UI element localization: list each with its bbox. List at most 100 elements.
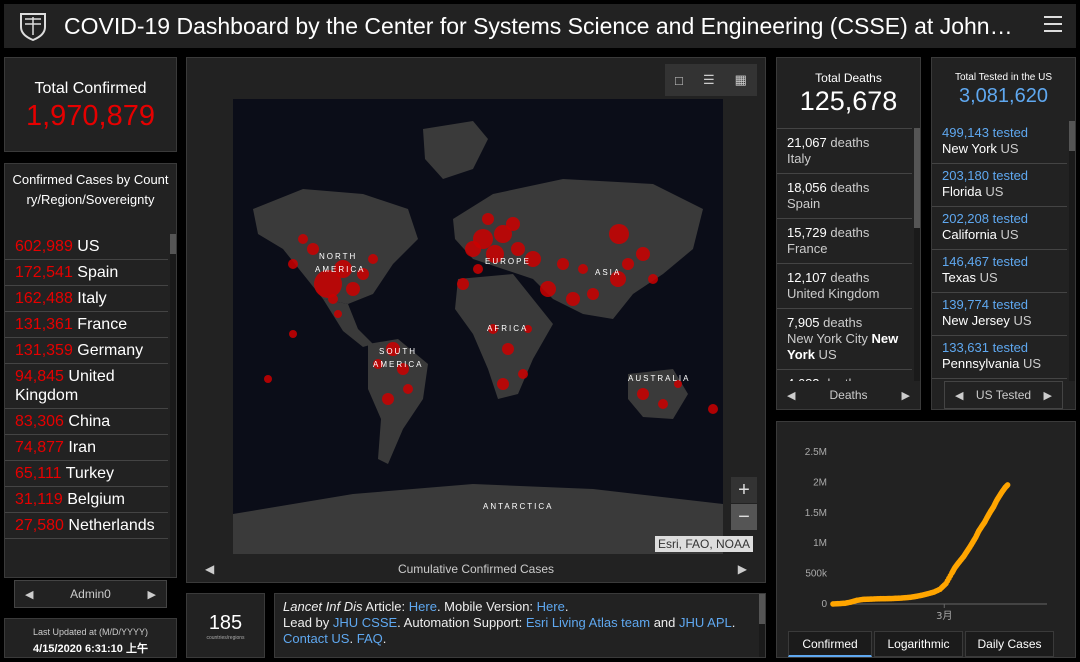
prev-arrow-icon[interactable]: ◀ bbox=[955, 389, 964, 402]
case-bubble[interactable] bbox=[525, 251, 541, 267]
country-list-item[interactable]: 83,306 China bbox=[5, 409, 168, 435]
world-map[interactable]: NORTH AMERICA EUROPE ASIA AFRICA SOUTH A… bbox=[233, 99, 723, 554]
deaths-list-item[interactable]: 12,107 deaths United Kingdom bbox=[777, 264, 912, 309]
tab-logarithmic[interactable]: Logarithmic bbox=[874, 631, 963, 657]
case-bubble[interactable] bbox=[386, 342, 400, 356]
case-bubble[interactable] bbox=[334, 260, 352, 278]
hamburger-menu-icon[interactable] bbox=[1044, 16, 1062, 32]
country-list[interactable]: 602,989 US 172,541 Spain 162,488 Italy 131,… bbox=[5, 234, 168, 577]
case-bubble[interactable] bbox=[674, 380, 682, 388]
case-bubble[interactable] bbox=[264, 375, 272, 383]
tested-list-item[interactable]: 146,467 tested Texas US bbox=[932, 250, 1067, 293]
case-bubble[interactable] bbox=[494, 225, 512, 243]
case-bubble[interactable] bbox=[298, 234, 308, 244]
country-list-scrollbar[interactable] bbox=[170, 234, 176, 577]
case-bubble[interactable] bbox=[609, 224, 629, 244]
tab-confirmed[interactable]: Confirmed bbox=[788, 631, 872, 657]
case-bubble[interactable] bbox=[457, 278, 469, 290]
prev-arrow-icon[interactable]: ◀ bbox=[205, 562, 215, 576]
case-bubble[interactable] bbox=[506, 217, 520, 231]
prev-arrow-icon[interactable]: ◀ bbox=[787, 389, 796, 402]
country-list-item[interactable]: 131,361 France bbox=[5, 312, 168, 338]
faq-link[interactable]: FAQ bbox=[356, 631, 383, 646]
tested-list-item[interactable]: 202,208 tested California US bbox=[932, 207, 1067, 250]
case-bubble[interactable] bbox=[346, 282, 360, 296]
prev-arrow-icon[interactable]: ◀ bbox=[25, 588, 34, 601]
list-icon[interactable]: ☰ bbox=[702, 72, 715, 87]
contact-us-link[interactable]: Contact US bbox=[283, 631, 350, 646]
country-list-nav-label[interactable]: Admin0 bbox=[70, 587, 111, 601]
tested-list-item[interactable]: 203,180 tested Florida US bbox=[932, 164, 1067, 207]
country-list-item[interactable]: 27,580 Netherlands bbox=[5, 513, 168, 539]
country-list-item[interactable]: 602,989 US bbox=[5, 234, 168, 260]
esri-living-atlas-link[interactable]: Esri Living Atlas team bbox=[525, 615, 651, 630]
country-list-item[interactable]: 172,541 Spain bbox=[5, 260, 168, 286]
case-bubble[interactable] bbox=[557, 258, 569, 270]
case-bubble[interactable] bbox=[382, 393, 394, 405]
case-bubble[interactable] bbox=[357, 268, 369, 280]
tested-scrollbar[interactable] bbox=[1069, 121, 1075, 381]
case-bubble[interactable] bbox=[502, 343, 514, 355]
qr-code-icon[interactable]: ▦ bbox=[734, 72, 747, 87]
deaths-list-item[interactable]: 21,067 deaths Italy bbox=[777, 129, 912, 174]
bookmark-icon[interactable]: □ bbox=[675, 72, 683, 88]
case-bubble[interactable] bbox=[334, 310, 342, 318]
tab-daily-cases[interactable]: Daily Cases bbox=[965, 631, 1054, 657]
article-link[interactable]: Here bbox=[408, 599, 437, 614]
case-bubble[interactable] bbox=[403, 384, 413, 394]
next-arrow-icon[interactable]: ▶ bbox=[1043, 389, 1052, 402]
mobile-version-link[interactable]: Here bbox=[536, 599, 565, 614]
country-list-item[interactable]: 94,845 United Kingdom bbox=[5, 364, 168, 409]
deaths-list-item[interactable]: 7,905 deaths New York City New York US bbox=[777, 309, 912, 370]
country-list-item[interactable]: 74,877 Iran bbox=[5, 435, 168, 461]
case-bubble[interactable] bbox=[486, 245, 504, 263]
tested-nav-label[interactable]: US Tested bbox=[975, 388, 1032, 402]
deaths-list-item[interactable]: 4,683 deaths bbox=[777, 370, 912, 383]
case-bubble[interactable] bbox=[524, 325, 532, 333]
case-bubble[interactable] bbox=[314, 270, 342, 298]
next-arrow-icon[interactable]: ▶ bbox=[901, 389, 910, 402]
country-list-item[interactable]: 162,488 Italy bbox=[5, 286, 168, 312]
case-bubble[interactable] bbox=[518, 369, 528, 379]
case-bubble[interactable] bbox=[288, 259, 298, 269]
deaths-nav-label[interactable]: Deaths bbox=[829, 388, 868, 402]
tested-list-item[interactable]: 499,143 tested New York US bbox=[932, 121, 1067, 164]
case-bubble[interactable] bbox=[636, 247, 650, 261]
country-list-item[interactable]: 131,359 Germany bbox=[5, 338, 168, 364]
case-bubble[interactable] bbox=[368, 254, 378, 264]
tested-list[interactable]: 499,143 tested New York US 203,180 tested F… bbox=[932, 121, 1067, 379]
country-list-item[interactable]: 65,111 Turkey bbox=[5, 461, 168, 487]
case-bubble[interactable] bbox=[566, 292, 580, 306]
country-list-item[interactable]: 31,119 Belgium bbox=[5, 487, 168, 513]
case-bubble[interactable] bbox=[328, 294, 338, 304]
case-bubble[interactable] bbox=[307, 243, 319, 255]
info-scrollbar[interactable] bbox=[759, 594, 765, 657]
case-bubble[interactable] bbox=[708, 404, 718, 414]
jhu-apl-link[interactable]: JHU APL bbox=[679, 615, 732, 630]
case-bubble[interactable] bbox=[488, 324, 498, 334]
jhu-csse-link[interactable]: JHU CSSE bbox=[332, 615, 398, 630]
data-point[interactable] bbox=[1004, 482, 1011, 488]
case-bubble[interactable] bbox=[622, 258, 634, 270]
case-bubble[interactable] bbox=[637, 388, 649, 400]
case-bubble[interactable] bbox=[511, 242, 525, 256]
case-bubble[interactable] bbox=[540, 281, 556, 297]
zoom-out-button[interactable]: − bbox=[731, 504, 757, 530]
case-bubble[interactable] bbox=[289, 330, 297, 338]
deaths-list-item[interactable]: 18,056 deaths Spain bbox=[777, 174, 912, 219]
deaths-list[interactable]: 21,067 deaths Italy 18,056 deaths Spain 15,7… bbox=[777, 128, 912, 383]
zoom-in-button[interactable]: + bbox=[731, 477, 757, 503]
case-bubble[interactable] bbox=[397, 363, 409, 375]
case-bubble[interactable] bbox=[482, 213, 494, 225]
case-bubble[interactable] bbox=[610, 271, 626, 287]
case-bubble[interactable] bbox=[648, 274, 658, 284]
deaths-list-item[interactable]: 15,729 deaths France bbox=[777, 219, 912, 264]
tested-list-item[interactable]: 133,631 tested Pennsylvania US bbox=[932, 336, 1067, 379]
deaths-scrollbar[interactable] bbox=[914, 128, 920, 381]
case-bubble[interactable] bbox=[465, 241, 481, 257]
case-bubble[interactable] bbox=[658, 399, 668, 409]
case-bubble[interactable] bbox=[373, 359, 383, 369]
case-bubble[interactable] bbox=[587, 288, 599, 300]
tested-list-item[interactable]: 139,774 tested New Jersey US bbox=[932, 293, 1067, 336]
next-arrow-icon[interactable]: ▶ bbox=[147, 588, 156, 601]
